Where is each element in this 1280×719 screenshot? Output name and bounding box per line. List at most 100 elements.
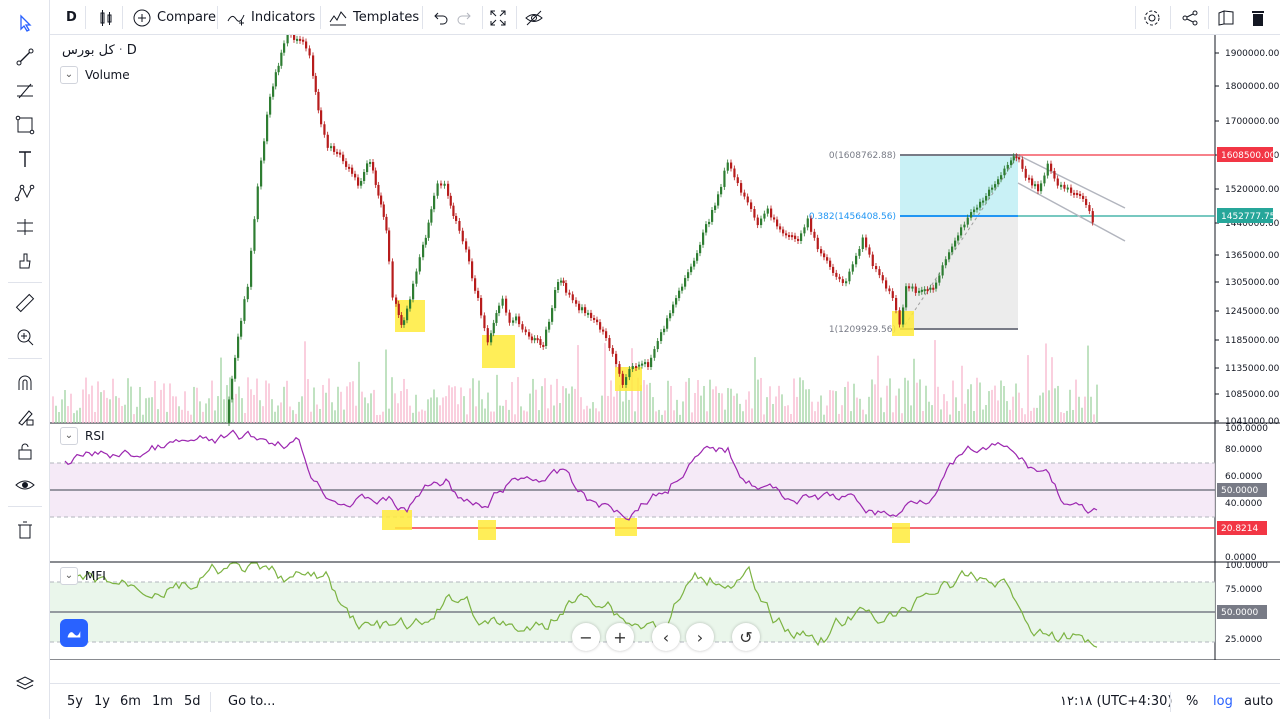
candle (776, 219, 779, 227)
chart-canvas[interactable]: 1900000.001800000.001700000.001600000.00… (50, 29, 1280, 679)
volume-bar (985, 405, 987, 423)
volume-bar (514, 414, 516, 423)
volume-bar (217, 396, 219, 423)
timezone-button[interactable]: ۱۲:۱۸ (UTC+4:30) (1060, 694, 1173, 709)
interval-button[interactable]: D (66, 10, 77, 25)
range-6m[interactable]: 6m (120, 694, 141, 709)
cursor-icon[interactable] (10, 8, 40, 38)
percent-toggle[interactable]: % (1186, 694, 1199, 709)
shapes-icon[interactable] (10, 110, 40, 140)
volume-bar (766, 397, 768, 423)
candle-style-icon[interactable] (96, 0, 116, 35)
text-tool-icon[interactable] (10, 144, 40, 174)
candle (305, 41, 308, 49)
settings-icon[interactable] (1142, 0, 1162, 35)
volume-bar (133, 414, 135, 423)
templates-button[interactable]: Templates (328, 0, 419, 35)
lock-drawing-icon[interactable] (10, 402, 40, 432)
candle (756, 217, 759, 226)
volume-bar (688, 378, 690, 423)
compare-button[interactable]: Compare (132, 0, 216, 35)
candle (1085, 198, 1088, 206)
candle (461, 230, 464, 242)
candle (231, 378, 234, 400)
lock-icon[interactable] (10, 436, 40, 466)
fib-tools-icon[interactable] (10, 76, 40, 106)
volume-bar (202, 411, 204, 423)
candle (1063, 184, 1066, 189)
candle (483, 315, 486, 329)
volume-bar (1051, 357, 1053, 423)
indicators-button[interactable]: Indicators (226, 0, 315, 35)
chart-area[interactable]: 1900000.001800000.001700000.001600000.00… (50, 29, 1280, 679)
volume-bar (475, 406, 477, 423)
volume-bar (397, 403, 399, 423)
volume-legend[interactable]: ⌄ Volume (60, 66, 130, 84)
range-1y[interactable]: 1y (94, 694, 110, 709)
mfi-legend[interactable]: ⌄ MFI (60, 567, 106, 585)
volume-bar (400, 391, 402, 423)
redo-icon[interactable] (455, 0, 475, 35)
volume-bar (223, 399, 225, 423)
volume-bar (1075, 379, 1077, 423)
rsi-legend[interactable]: ⌄ RSI (60, 427, 105, 445)
volume-bar (649, 382, 651, 423)
volume-bar (547, 408, 549, 423)
hide-drawings-icon[interactable] (524, 0, 544, 35)
volume-bar (1087, 345, 1089, 423)
scroll-left-button[interactable]: ‹ (652, 623, 680, 651)
reset-chart-button[interactable]: ↺ (732, 623, 760, 651)
share-icon[interactable] (1180, 0, 1200, 35)
prediction-icon[interactable] (10, 212, 40, 242)
eye-icon[interactable] (10, 470, 40, 500)
object-tree-icon[interactable] (10, 668, 40, 698)
snapshot-icon[interactable] (1216, 0, 1236, 35)
candle (518, 316, 521, 325)
candle (699, 244, 702, 254)
auto-toggle[interactable]: auto (1244, 694, 1274, 709)
zoom-in-button[interactable]: + (606, 623, 634, 651)
candle (440, 183, 443, 186)
ruler-icon[interactable] (10, 288, 40, 318)
candle (1050, 163, 1053, 171)
zoom-out-button[interactable]: − (572, 623, 600, 651)
volume-bar (634, 411, 636, 423)
log-toggle[interactable]: log (1213, 694, 1233, 709)
goto-button[interactable]: Go to... (228, 694, 276, 709)
scroll-right-button[interactable]: › (686, 623, 714, 651)
volume-bar (577, 345, 579, 423)
trend-line-icon[interactable] (10, 42, 40, 72)
volume-bar (241, 398, 243, 423)
tradingview-logo-icon[interactable] (60, 619, 88, 647)
chevron-down-icon[interactable]: ⌄ (60, 427, 78, 445)
chevron-down-icon[interactable]: ⌄ (60, 567, 78, 585)
zoom-in-icon[interactable] (10, 322, 40, 352)
volume-bar (70, 393, 72, 423)
volume-bar (676, 399, 678, 423)
chevron-down-icon[interactable]: ⌄ (60, 66, 78, 84)
volume-bar (667, 380, 669, 423)
range-5d[interactable]: 5d (184, 694, 201, 709)
volume-bar (379, 414, 381, 423)
undo-icon[interactable] (430, 0, 450, 35)
volume-bar (508, 409, 510, 423)
patterns-icon[interactable] (10, 178, 40, 208)
candle (406, 308, 409, 321)
candle (653, 349, 656, 358)
volume-bar (556, 378, 558, 423)
delete-icon[interactable] (1248, 0, 1268, 35)
candle (418, 257, 421, 272)
magnet-icon[interactable] (10, 368, 40, 398)
range-5y[interactable]: 5y (67, 694, 83, 709)
volume-bar (652, 397, 654, 423)
brush-icon[interactable] (10, 246, 40, 276)
range-1m[interactable]: 1m (152, 694, 173, 709)
volume-bar (94, 411, 96, 423)
trash-icon[interactable] (10, 515, 40, 545)
candle (342, 154, 345, 162)
candle (920, 289, 924, 292)
candle (299, 38, 302, 41)
volume-bar (742, 411, 744, 423)
fullscreen-icon[interactable] (488, 0, 508, 35)
candle (794, 235, 797, 239)
